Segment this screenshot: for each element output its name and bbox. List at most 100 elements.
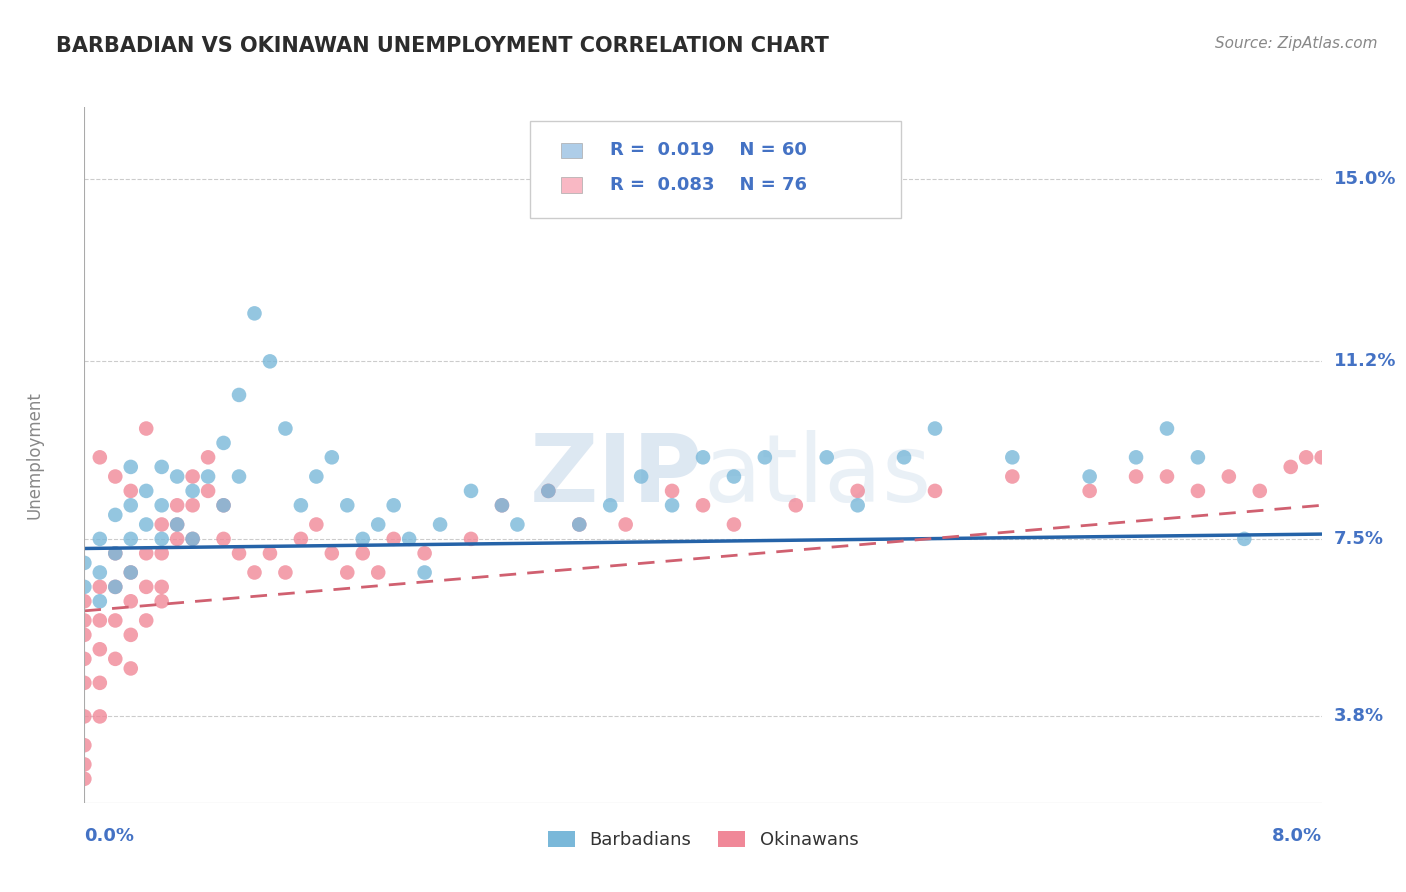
- Point: [166, 469, 188, 483]
- Point: [460, 532, 482, 546]
- Point: [429, 517, 451, 532]
- Point: [491, 498, 513, 512]
- Point: [197, 469, 219, 483]
- Point: [1233, 532, 1256, 546]
- Point: [259, 546, 281, 560]
- Point: [166, 498, 188, 512]
- Point: [893, 450, 915, 465]
- Point: [104, 580, 127, 594]
- Point: [1125, 469, 1147, 483]
- Point: [212, 498, 235, 512]
- Point: [259, 354, 281, 368]
- FancyBboxPatch shape: [561, 178, 582, 193]
- Point: [73, 772, 96, 786]
- Point: [336, 566, 359, 580]
- Point: [599, 498, 621, 512]
- Point: [181, 469, 204, 483]
- Point: [382, 532, 405, 546]
- Point: [336, 498, 359, 512]
- Point: [506, 517, 529, 532]
- Point: [1310, 450, 1333, 465]
- Point: [228, 546, 250, 560]
- Point: [104, 546, 127, 560]
- Text: 11.2%: 11.2%: [1334, 352, 1396, 370]
- Point: [120, 566, 142, 580]
- Point: [73, 709, 96, 723]
- Point: [197, 483, 219, 498]
- Point: [924, 421, 946, 435]
- Point: [181, 483, 204, 498]
- Point: [89, 580, 111, 594]
- Point: [274, 566, 297, 580]
- Point: [150, 517, 173, 532]
- Point: [120, 594, 142, 608]
- Point: [89, 709, 111, 723]
- Point: [120, 498, 142, 512]
- Point: [89, 594, 111, 608]
- Point: [120, 483, 142, 498]
- Point: [150, 459, 173, 474]
- Text: BARBADIAN VS OKINAWAN UNEMPLOYMENT CORRELATION CHART: BARBADIAN VS OKINAWAN UNEMPLOYMENT CORRE…: [56, 36, 830, 55]
- Point: [150, 580, 173, 594]
- Point: [89, 676, 111, 690]
- Point: [692, 498, 714, 512]
- Text: Source: ZipAtlas.com: Source: ZipAtlas.com: [1215, 36, 1378, 51]
- Point: [166, 532, 188, 546]
- Point: [815, 450, 838, 465]
- Point: [181, 532, 204, 546]
- Point: [537, 483, 560, 498]
- Point: [305, 469, 328, 483]
- Point: [135, 580, 157, 594]
- Point: [754, 450, 776, 465]
- Point: [73, 580, 96, 594]
- Point: [135, 517, 157, 532]
- Point: [1249, 483, 1271, 498]
- Point: [120, 628, 142, 642]
- FancyBboxPatch shape: [561, 143, 582, 158]
- Point: [135, 614, 157, 628]
- Point: [73, 594, 96, 608]
- Point: [73, 556, 96, 570]
- Point: [1078, 469, 1101, 483]
- Point: [135, 483, 157, 498]
- Point: [1218, 469, 1240, 483]
- Point: [321, 450, 343, 465]
- Point: [166, 517, 188, 532]
- Point: [150, 498, 173, 512]
- Point: [398, 532, 420, 546]
- Point: [73, 757, 96, 772]
- Point: [367, 566, 389, 580]
- Point: [135, 421, 157, 435]
- Point: [692, 450, 714, 465]
- Point: [135, 546, 157, 560]
- Text: Unemployment: Unemployment: [25, 391, 44, 519]
- Point: [630, 469, 652, 483]
- Point: [243, 306, 266, 320]
- Point: [614, 517, 637, 532]
- Point: [1078, 483, 1101, 498]
- Point: [568, 517, 591, 532]
- Text: 15.0%: 15.0%: [1334, 170, 1396, 188]
- Point: [228, 388, 250, 402]
- Text: R =  0.083    N = 76: R = 0.083 N = 76: [610, 176, 807, 194]
- Point: [243, 566, 266, 580]
- Point: [104, 652, 127, 666]
- Point: [924, 483, 946, 498]
- Text: 8.0%: 8.0%: [1271, 827, 1322, 845]
- Point: [1295, 450, 1317, 465]
- Point: [166, 517, 188, 532]
- Point: [89, 566, 111, 580]
- Point: [120, 566, 142, 580]
- Point: [1001, 469, 1024, 483]
- Point: [197, 450, 219, 465]
- Point: [723, 517, 745, 532]
- Point: [723, 469, 745, 483]
- Point: [661, 483, 683, 498]
- Point: [104, 508, 127, 522]
- Point: [1125, 450, 1147, 465]
- Point: [212, 436, 235, 450]
- Point: [1187, 483, 1209, 498]
- Point: [73, 676, 96, 690]
- Text: 0.0%: 0.0%: [84, 827, 135, 845]
- Point: [181, 532, 204, 546]
